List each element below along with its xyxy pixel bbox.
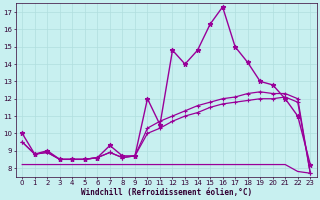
X-axis label: Windchill (Refroidissement éolien,°C): Windchill (Refroidissement éolien,°C) [81,188,252,197]
